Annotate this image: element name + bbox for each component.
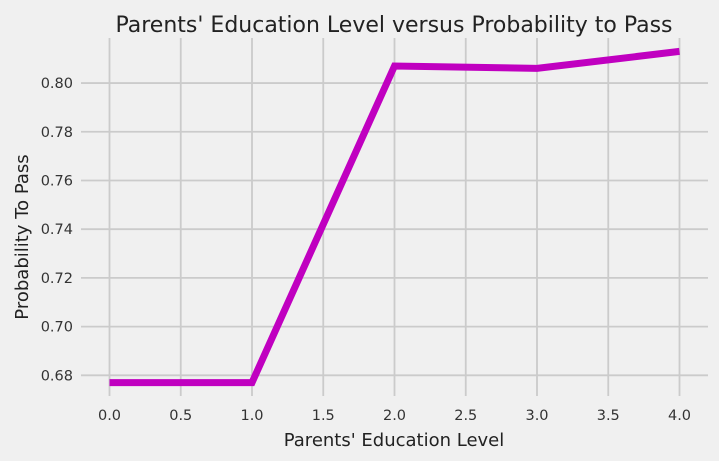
x-tick-label: 2.5 — [454, 408, 477, 424]
y-axis-label: Probability To Pass — [12, 154, 33, 319]
y-tick-label: 0.74 — [41, 222, 73, 238]
x-tick-label: 2.0 — [383, 408, 406, 424]
x-tick-label: 1.0 — [240, 408, 263, 424]
x-tick-label: 3.0 — [525, 408, 548, 424]
x-tick-label: 4.0 — [668, 408, 691, 424]
y-tick-label: 0.76 — [41, 173, 73, 189]
y-tick-labels: 0.68 0.70 0.72 0.74 0.76 0.78 0.80 — [41, 76, 73, 384]
y-tick-label: 0.80 — [41, 76, 73, 92]
series-layer — [109, 47, 680, 387]
x-tick-label: 0.0 — [98, 408, 121, 424]
series-line — [109, 47, 680, 387]
y-tick-label: 0.68 — [41, 368, 73, 384]
x-axis-label: Parents' Education Level — [284, 430, 505, 451]
y-tick-label: 0.70 — [41, 320, 73, 336]
x-tick-label: 0.5 — [169, 408, 192, 424]
x-tick-label: 3.5 — [597, 408, 620, 424]
y-tick-label: 0.72 — [41, 271, 73, 287]
chart-title: Parents' Education Level versus Probabil… — [115, 13, 672, 38]
x-tick-label: 1.5 — [312, 408, 335, 424]
x-tick-labels: 0.0 0.5 1.0 1.5 2.0 2.5 3.0 3.5 4.0 — [98, 408, 691, 424]
grid — [81, 38, 708, 396]
y-tick-label: 0.78 — [41, 125, 73, 141]
